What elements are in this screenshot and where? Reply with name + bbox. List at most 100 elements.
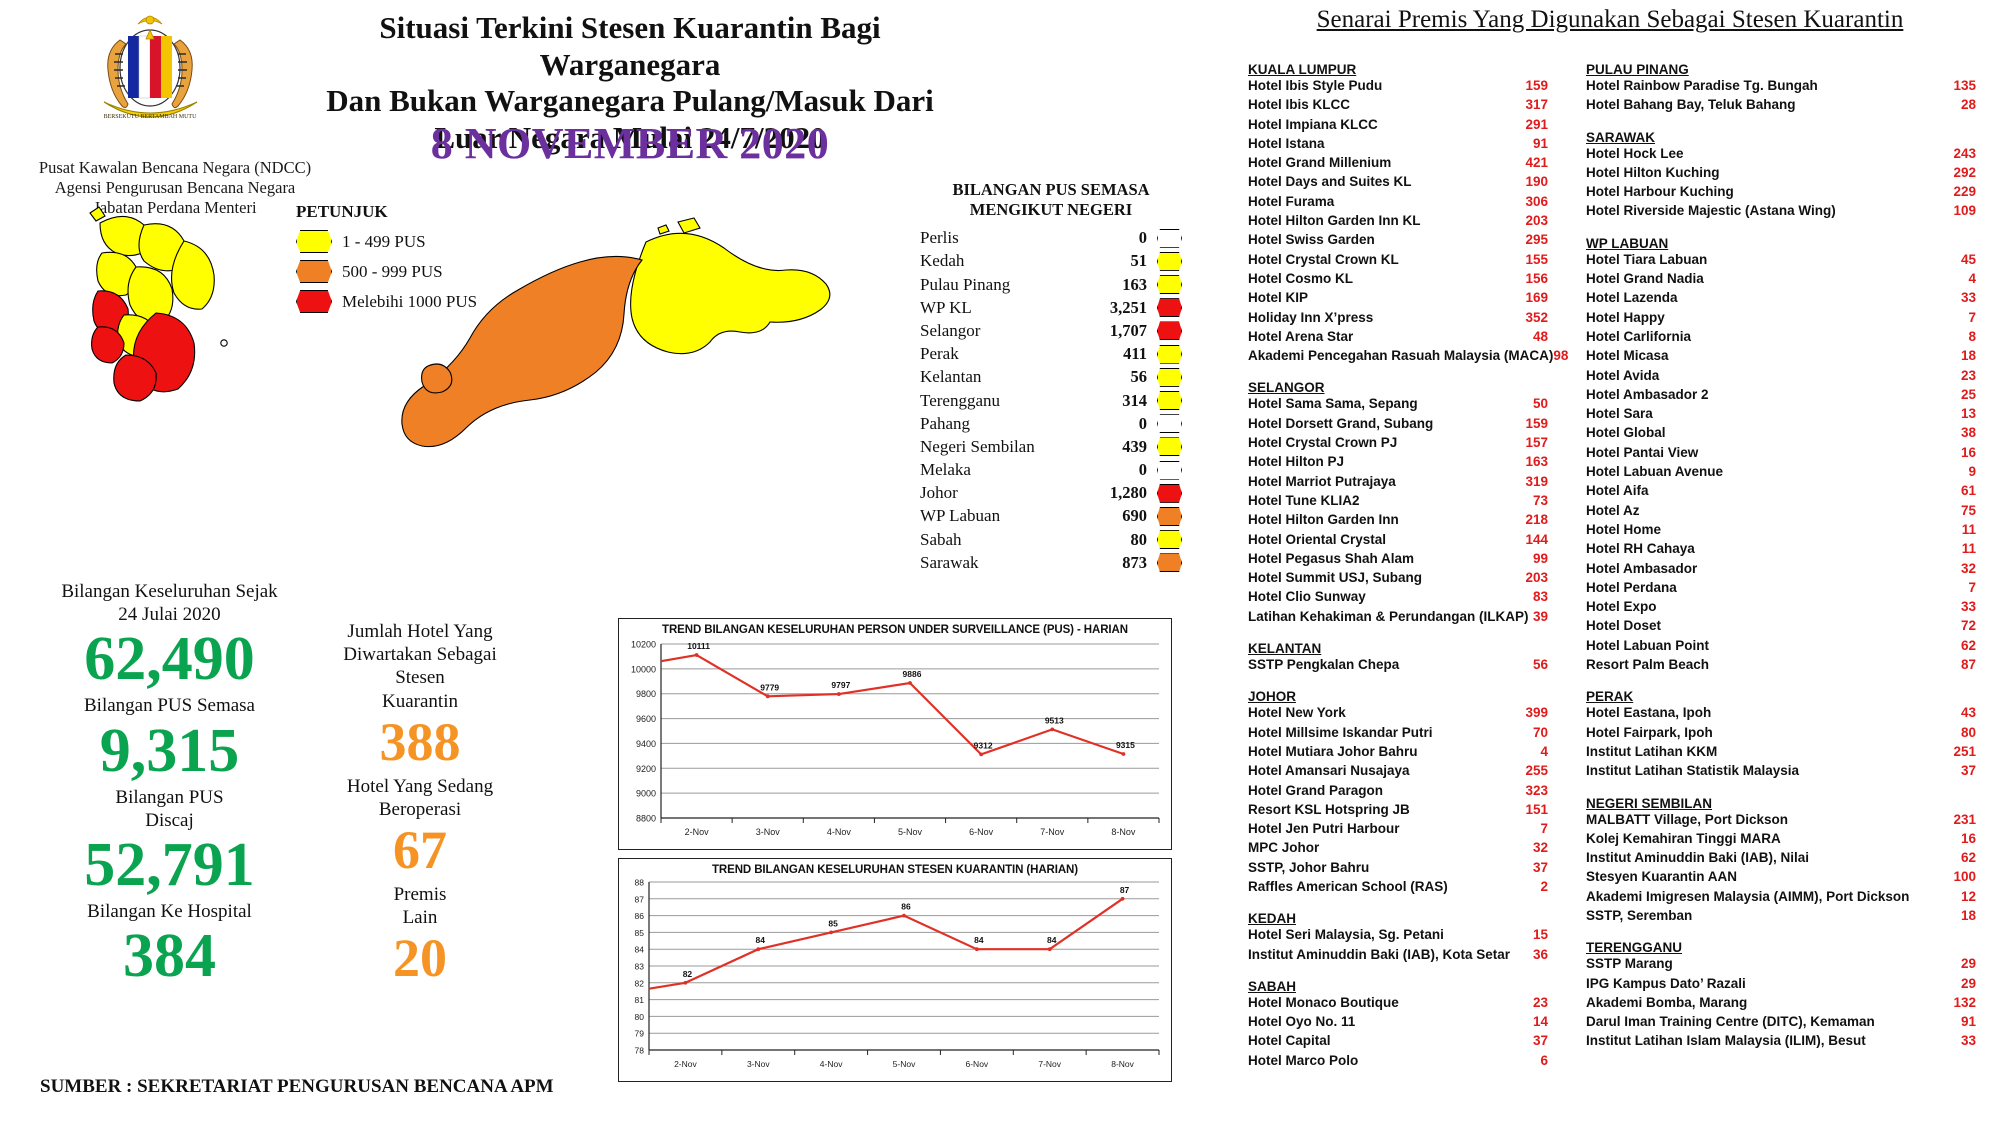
stat-value: 67 xyxy=(393,820,447,881)
premise-value: 6 xyxy=(1540,1052,1548,1068)
state-name: Selangor xyxy=(920,320,981,340)
premise-name: Hotel Rainbow Paradise Tg. Bungah xyxy=(1586,78,1818,93)
svg-text:5-Nov: 5-Nov xyxy=(898,827,923,837)
premise-value: 99 xyxy=(1532,550,1548,566)
premises-group-heading: NEGERI SEMBILAN xyxy=(1586,795,1713,811)
premise-name: Hotel Labuan Point xyxy=(1586,637,1709,653)
premise-name: Resort Palm Beach xyxy=(1586,657,1710,673)
state-swatch-yellow-icon xyxy=(1157,367,1182,387)
list-item: SSTP Pengkalan Chepa 56 xyxy=(1248,657,1548,676)
state-value: 314 xyxy=(1122,390,1147,410)
premise-name: Hotel Lazenda xyxy=(1586,290,1678,306)
state-name: WP KL xyxy=(920,297,972,317)
premise-name: Hotel Aifa xyxy=(1586,483,1649,499)
premise-name: Hotel Seri Malaysia, Sg. Petani xyxy=(1248,927,1444,943)
premise-value: 18 xyxy=(1960,348,1976,364)
list-item: SSTP, Johor Bahru 37 xyxy=(1248,860,1548,879)
svg-text:80: 80 xyxy=(635,1012,645,1022)
svg-text:86: 86 xyxy=(635,911,645,921)
premises-group-heading: SELANGOR xyxy=(1248,380,1325,396)
premises-column-right: PULAU PINANG Hotel Rainbow Paradise Tg. … xyxy=(1586,62,1976,1053)
list-item: Hotel Grand Paragon 323 xyxy=(1248,783,1548,802)
premise-name: SSTP, Johor Bahru xyxy=(1248,859,1370,875)
premise-value: 352 xyxy=(1525,309,1548,325)
stat-label: Hotel Yang Sedang Beroperasi xyxy=(346,775,494,820)
premise-value: 7 xyxy=(1540,821,1548,837)
premise-name: Hotel Micasa xyxy=(1586,348,1669,364)
svg-text:85: 85 xyxy=(635,928,645,938)
list-item: Hotel Hilton PJ 163 xyxy=(1248,454,1548,473)
premise-name: Hotel Monaco Boutique xyxy=(1248,994,1399,1010)
premise-value: 23 xyxy=(1532,994,1548,1010)
state-swatch-white-icon xyxy=(1157,228,1182,248)
svg-text:10111: 10111 xyxy=(687,641,710,651)
premise-name: Hotel Summit USJ, Subang xyxy=(1248,570,1423,586)
list-item: Hotel Labuan Point 62 xyxy=(1586,638,1976,657)
page-title-line-1: Situasi Terkini Stesen Kuarantin Bagi Wa… xyxy=(379,10,881,82)
premise-value: 75 xyxy=(1960,502,1976,518)
list-item: Hotel Grand Millenium 421 xyxy=(1248,155,1548,174)
legend-item-1: 1 - 499 PUS xyxy=(296,230,526,253)
premise-value: 29 xyxy=(1960,956,1976,972)
premise-value: 25 xyxy=(1960,386,1976,402)
premise-value: 38 xyxy=(1960,425,1976,441)
premise-value: 7 xyxy=(1968,579,1976,595)
premise-name: SSTP Marang xyxy=(1586,956,1673,972)
page-title-line-3: Luar Negara Mulai 24/7/2020 xyxy=(434,119,826,155)
premise-value: 291 xyxy=(1525,116,1548,132)
premise-value: 45 xyxy=(1960,251,1976,267)
table-row: WP KL 3,251 xyxy=(920,296,1182,319)
premise-name: Raffles American School (RAS) xyxy=(1248,878,1448,894)
svg-text:9513: 9513 xyxy=(1045,715,1064,725)
list-item: Hotel Avida 23 xyxy=(1586,368,1976,387)
list-item: Hotel Tune KLIA2 73 xyxy=(1248,493,1548,512)
list-item: Hotel Istana 91 xyxy=(1248,136,1548,155)
premise-value: 16 xyxy=(1960,444,1976,460)
premise-value: 157 xyxy=(1525,435,1548,451)
list-item: Stesyen Kuarantin AAN 100 xyxy=(1586,869,1976,888)
premise-value: 4 xyxy=(1968,271,1976,287)
premise-value: 306 xyxy=(1525,193,1548,209)
list-item: Hotel Riverside Majestic (Astana Wing) 1… xyxy=(1586,203,1976,222)
svg-text:85: 85 xyxy=(828,918,838,928)
premise-name: Hotel Dorsett Grand, Subang xyxy=(1248,415,1434,431)
premise-value: 144 xyxy=(1525,531,1548,547)
premise-value: 91 xyxy=(1960,1014,1976,1030)
svg-text:79: 79 xyxy=(635,1029,645,1039)
premise-value: 190 xyxy=(1525,174,1548,190)
table-row: Sabah 80 xyxy=(920,528,1182,551)
premise-value: 243 xyxy=(1953,145,1976,161)
premise-name: Hotel Pegasus Shah Alam xyxy=(1248,550,1415,566)
premise-name: Akademi Imigresen Malaysia (AIMM), Port … xyxy=(1586,888,1910,904)
premise-value: 421 xyxy=(1525,155,1548,171)
state-swatch-yellow-icon xyxy=(1157,391,1182,410)
list-item: Institut Latihan Statistik Malaysia 37 xyxy=(1586,763,1976,782)
list-item: Akademi Bomba, Marang 132 xyxy=(1586,995,1976,1014)
malaysia-coat-of-arms-icon: BERSEKUTU BERTAMBAH MUTU xyxy=(78,6,223,146)
premise-name: SSTP Pengkalan Chepa xyxy=(1248,657,1400,673)
svg-text:9886: 9886 xyxy=(903,669,922,679)
svg-text:81: 81 xyxy=(635,995,645,1005)
premise-name: Hotel Impiana KLCC xyxy=(1248,116,1378,132)
premise-value: 70 xyxy=(1532,724,1548,740)
svg-text:10200: 10200 xyxy=(631,640,656,650)
list-item: Hotel Doset 72 xyxy=(1586,618,1976,637)
svg-text:9800: 9800 xyxy=(636,689,656,699)
stat-item-4: Bilangan Ke Hospital 384 xyxy=(22,900,317,987)
svg-text:9400: 9400 xyxy=(636,739,656,749)
premises-group-heading: SARAWAK xyxy=(1586,129,1656,145)
premise-value: 16 xyxy=(1960,830,1976,846)
svg-text:6-Nov: 6-Nov xyxy=(969,827,994,837)
premise-name: Hotel Furama xyxy=(1248,193,1335,209)
list-item: Hotel Ibis KLCC 317 xyxy=(1248,97,1548,116)
premise-value: 39 xyxy=(1532,608,1548,624)
source-note: SUMBER : SEKRETARIAT PENGURUSAN BENCANA … xyxy=(40,1076,554,1097)
premise-name: Hotel Clio Sunway xyxy=(1248,589,1366,605)
list-item: Hotel Bahang Bay, Teluk Bahang 28 xyxy=(1586,97,1976,116)
stat-label: Jumlah Hotel Yang Diwartakan Sebagai Stes… xyxy=(343,621,497,712)
premise-value: 323 xyxy=(1525,782,1548,798)
premise-name: Hotel Days and Suites KL xyxy=(1248,174,1412,190)
premise-value: 72 xyxy=(1960,618,1976,634)
list-item: Hotel Marco Polo 6 xyxy=(1248,1053,1548,1072)
list-item: Institut Latihan Islam Malaysia (ILIM), … xyxy=(1586,1033,1976,1052)
